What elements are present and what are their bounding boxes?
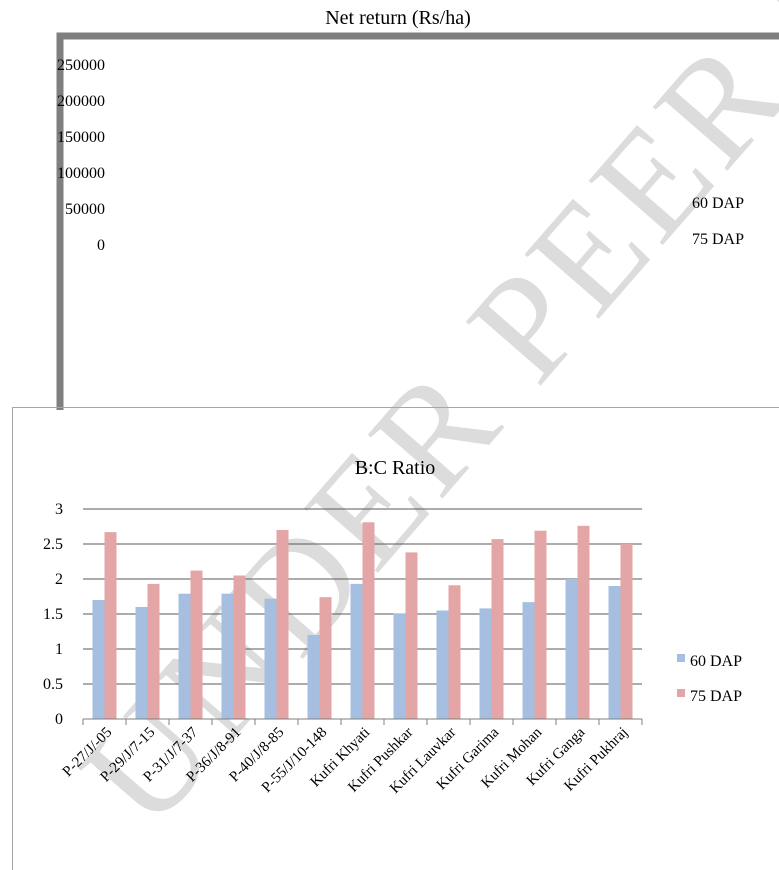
bar-75dap: [491, 539, 504, 719]
net-return-dark-frame: [56, 32, 779, 410]
bar-75dap: [362, 522, 375, 719]
net-return-legend: 60 DAP 75 DAP: [692, 195, 744, 248]
bc-legend-60dap: 60 DAP: [690, 653, 742, 670]
bar-60dap: [608, 586, 621, 719]
bc-y-tick-label: 1.5: [43, 606, 63, 623]
bc-y-tick-label: 3: [55, 501, 63, 518]
net-return-chart: Net return (Rs/ha) 250000 200000 150000 100…: [56, 7, 779, 410]
bar-75dap: [190, 570, 203, 719]
bc-y-axis: 3 2.5 2 1.5 1 0.5 0: [43, 501, 63, 728]
net-legend-75dap: 75 DAP: [692, 231, 744, 248]
bar-60dap: [135, 607, 148, 719]
bc-legend: 60 DAP 75 DAP: [677, 653, 742, 705]
bar-75dap: [276, 530, 289, 719]
net-return-y-axis: 250000 200000 150000 100000 50000 0: [57, 57, 105, 254]
bar-75dap: [448, 585, 461, 719]
bar-75dap: [319, 597, 332, 719]
bar-75dap: [405, 552, 418, 719]
bc-chart-frame: [12, 407, 779, 870]
bc-legend-swatch-75dap: [677, 689, 685, 697]
bar-75dap: [620, 544, 633, 719]
bar-60dap: [92, 600, 105, 719]
bar-60dap: [565, 579, 578, 719]
net-y-tick-label: 150000: [57, 129, 105, 146]
net-y-tick-label: 250000: [57, 57, 105, 74]
net-y-tick-label: 100000: [57, 165, 105, 182]
bc-bars: [92, 522, 633, 719]
bar-60dap: [436, 610, 449, 719]
net-y-tick-label: 50000: [65, 201, 105, 218]
bar-60dap: [307, 635, 320, 719]
bc-x-axis: [82, 718, 643, 725]
net-y-tick-label: 200000: [57, 93, 105, 110]
bc-y-tick-label: 1: [55, 641, 63, 658]
bar-75dap: [104, 532, 117, 719]
bar-75dap: [233, 575, 246, 719]
net-return-title: Net return (Rs/ha): [325, 7, 471, 29]
bc-legend-swatch-60dap: [677, 654, 685, 662]
bar-60dap: [393, 613, 406, 719]
bc-y-tick-label: 0: [55, 711, 63, 728]
bar-60dap: [350, 583, 363, 719]
net-y-tick-label: 0: [97, 237, 105, 254]
bc-x-labels: P-27/J/-05P-29/J/7-15P-31/J/7-37P-36/J/8…: [60, 724, 632, 797]
bar-75dap: [534, 530, 547, 719]
bar-60dap: [522, 602, 535, 719]
bar-60dap: [178, 593, 191, 719]
bar-75dap: [147, 583, 160, 719]
bar-75dap: [577, 525, 590, 719]
bc-y-tick-label: 0.5: [43, 676, 63, 693]
bar-60dap: [479, 608, 492, 719]
bc-y-tick-label: 2.5: [43, 536, 63, 553]
net-return-frame: [56, 32, 779, 410]
bc-ratio-title: B:C Ratio: [355, 457, 436, 479]
bc-legend-75dap: 75 DAP: [690, 688, 742, 705]
bc-y-tick-label: 2: [55, 571, 63, 588]
net-legend-60dap: 60 DAP: [692, 195, 744, 212]
bar-60dap: [221, 593, 234, 719]
bar-60dap: [264, 598, 277, 719]
